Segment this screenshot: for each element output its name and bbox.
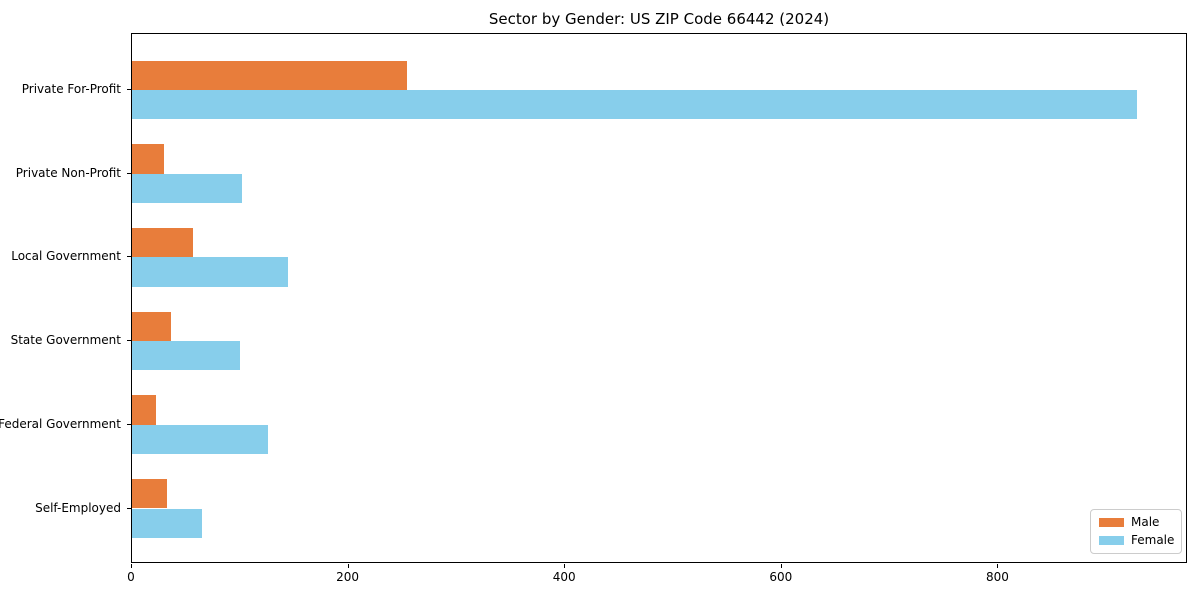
bar-female-federal-government	[132, 424, 269, 455]
bar-male-self-employed	[132, 479, 167, 509]
bar-female-private-for-profit	[132, 90, 1138, 120]
x-tick-mark	[347, 564, 349, 568]
female-swatch-icon	[1099, 536, 1124, 546]
bar-male-local-government	[132, 228, 193, 258]
bar-female-private-non-profit	[132, 173, 243, 204]
y-tick-label-self-employed: Self-Employed	[35, 500, 121, 515]
bar-male-private-non-profit	[132, 144, 165, 174]
legend-label-female: Female	[1131, 533, 1175, 548]
y-tick-label-federal-government: Federal Government	[0, 416, 121, 431]
legend-label-male: Male	[1131, 515, 1160, 529]
bar-male-state-government	[132, 311, 171, 342]
bar-female-local-government	[132, 257, 288, 287]
male-swatch-icon	[1099, 518, 1124, 528]
y-axis: Private For-Profit Private Non-Profit Loca…	[0, 33, 131, 563]
y-tick-mark	[127, 172, 131, 174]
y-tick-label-local-government: Local Government	[11, 249, 121, 264]
bar-male-federal-government	[132, 395, 156, 425]
x-axis: 0 200 400 600 800	[127, 564, 1187, 594]
y-tick-label-private-for-profit: Private For-Profit	[21, 82, 121, 96]
bar-female-self-employed	[132, 508, 203, 538]
plot-area	[131, 33, 1187, 563]
legend-item-female: Female	[1099, 533, 1175, 548]
x-tick-label-600: 600	[769, 570, 793, 584]
y-tick-mark	[127, 256, 131, 258]
y-tick-label-private-non-profit: Private Non-Profit	[15, 165, 121, 180]
x-tick-label-800: 800	[986, 570, 1009, 584]
x-tick-mark	[131, 564, 132, 568]
x-tick-label-200: 200	[336, 570, 360, 584]
x-tick-mark	[997, 564, 999, 568]
bar-male-private-for-profit	[132, 60, 408, 90]
y-tick-mark	[127, 507, 131, 509]
x-tick-mark	[780, 564, 782, 568]
legend: Male Female	[1090, 509, 1182, 555]
y-tick-label-state-government: State Government	[10, 333, 121, 348]
y-tick-mark	[127, 89, 131, 90]
y-tick-mark	[127, 423, 131, 425]
legend-item-male: Male	[1099, 515, 1173, 529]
bar-female-state-government	[132, 341, 241, 371]
x-tick-mark	[564, 564, 566, 568]
x-tick-label-0: 0	[127, 570, 135, 584]
chart-title: Sector by Gender: US ZIP Code 66442 (202…	[488, 10, 830, 28]
y-tick-mark	[127, 340, 131, 342]
x-tick-label-400: 400	[552, 570, 576, 584]
